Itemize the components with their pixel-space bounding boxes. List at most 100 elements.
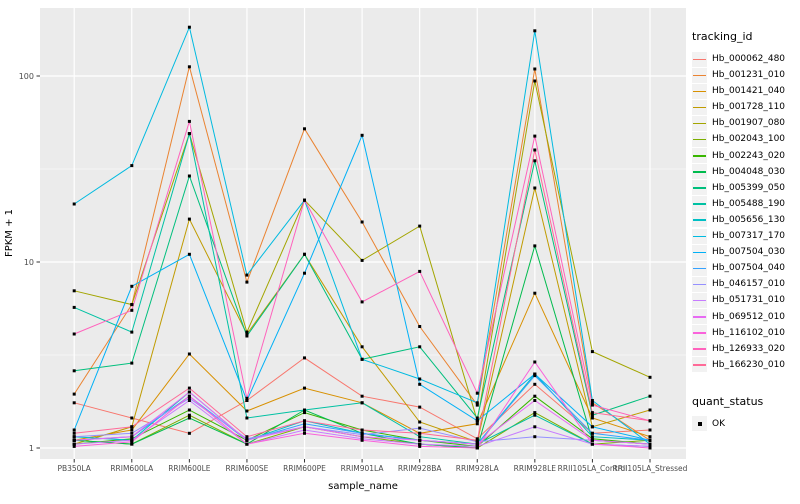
legend-label: Hb_166230_010 (712, 359, 786, 370)
legend-label: Hb_007504_040 (712, 263, 786, 274)
data-point (533, 382, 537, 386)
data-point (648, 438, 652, 442)
data-point (533, 394, 537, 398)
data-point (533, 425, 537, 429)
data-point (130, 284, 134, 288)
legend-key-icon (692, 309, 707, 324)
x-tick-label: RRIM600SE (225, 464, 268, 473)
data-point (245, 399, 249, 402)
data-point (303, 198, 306, 202)
data-point (590, 411, 594, 415)
legend-label: Hb_126933_020 (712, 343, 786, 354)
y-tick-label: 1 (29, 444, 34, 453)
data-point (72, 444, 76, 448)
data-point (303, 428, 306, 432)
data-point (475, 446, 479, 450)
x-tick-label: RRIM928BA (398, 464, 443, 473)
legend-line-swatch (693, 58, 706, 60)
data-point (533, 186, 537, 190)
data-point (418, 442, 422, 446)
data-point (475, 442, 479, 446)
data-point (418, 438, 422, 442)
legend-line-swatch (693, 203, 706, 205)
data-point (72, 442, 76, 446)
legend-key-icon (692, 325, 707, 341)
gridlines-major (40, 8, 686, 459)
legend-line-swatch (693, 348, 706, 350)
data-point (648, 428, 652, 432)
legend-key-icon (692, 357, 707, 373)
data-point (245, 442, 249, 446)
data-point (130, 425, 134, 429)
data-point (245, 438, 249, 442)
data-point (418, 444, 422, 448)
data-point (303, 419, 306, 423)
plot-area: 1 10 100 PB350LA RRIM600LA RRIM600LE RRIM600SE… (4, 8, 688, 492)
x-tick-label: RRII105LA_Stressed (613, 464, 688, 473)
data-point (303, 386, 306, 390)
data-point (130, 435, 134, 439)
data-point (475, 422, 479, 426)
legend-item-Hb_005488_190: Hb_005488_190 (692, 196, 800, 212)
legend-key-icon (692, 196, 707, 212)
legend-label: Hb_007317_170 (712, 231, 786, 242)
data-point (303, 252, 306, 256)
legend-line-swatch (693, 138, 706, 141)
data-point (648, 419, 652, 423)
data-point (245, 332, 249, 336)
legend-key-icon (692, 164, 707, 180)
data-point (590, 438, 594, 442)
data-point (648, 444, 652, 448)
y-tick-label: 100 (19, 72, 34, 81)
legend-item-Hb_166230_010: Hb_166230_010 (692, 357, 800, 373)
data-point (303, 271, 306, 275)
legend-item-Hb_001728_110: Hb_001728_110 (692, 99, 800, 115)
data-point (590, 413, 594, 417)
legend-line-swatch (693, 332, 706, 334)
data-point (533, 159, 537, 163)
legend-line-swatch (693, 219, 706, 221)
data-point (187, 394, 191, 398)
data-point (648, 394, 652, 398)
data-point (533, 79, 537, 83)
legend-item-quant-ok: OK (692, 416, 800, 432)
data-point (245, 409, 249, 413)
data-point (475, 438, 479, 442)
legend-line-swatch (693, 106, 706, 109)
data-point (533, 29, 537, 33)
x-tick-label: RRIM600LA (110, 464, 154, 473)
axis-tick-labels: 1 10 100 PB350LA RRIM600LA RRIM600LE RRIM600SE… (19, 72, 688, 473)
x-tick-label: RRIM928LE (514, 464, 557, 473)
data-point (533, 399, 537, 402)
data-point (303, 431, 306, 435)
data-point (418, 382, 422, 386)
data-point (533, 372, 537, 376)
data-point (418, 426, 422, 430)
legend-item-Hb_005656_130: Hb_005656_130 (692, 212, 800, 228)
legend-item-Hb_051731_010: Hb_051731_010 (692, 292, 800, 308)
legend-line-swatch (693, 171, 706, 173)
data-point (187, 396, 191, 400)
data-point (187, 119, 191, 123)
legend-line-swatch (693, 235, 706, 238)
data-point (533, 134, 537, 138)
x-tick-label: RRIM901LA (341, 464, 385, 473)
data-point (418, 345, 422, 349)
data-point (590, 350, 594, 354)
data-point (590, 416, 594, 420)
data-point (245, 334, 249, 338)
data-point (590, 442, 594, 446)
data-point (533, 67, 537, 71)
data-point (245, 435, 249, 439)
legend-label: Hb_116102_010 (712, 327, 786, 338)
legend-item-Hb_007317_170: Hb_007317_170 (692, 228, 800, 244)
data-point (303, 127, 306, 131)
legend-label: Hb_001907_080 (712, 118, 786, 129)
legend-label: Hb_005399_050 (712, 182, 786, 193)
data-point (72, 428, 76, 432)
data-point (130, 440, 134, 444)
legend-label: Hb_005656_130 (712, 214, 786, 225)
legend-line-swatch (693, 283, 706, 286)
quant-ok-key-icon (692, 416, 707, 432)
